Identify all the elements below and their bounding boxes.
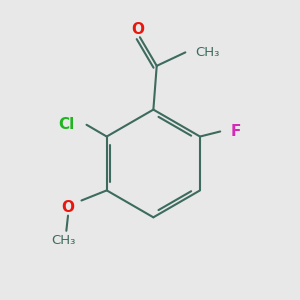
Text: O: O (132, 22, 145, 37)
Text: O: O (61, 200, 74, 215)
Text: CH₃: CH₃ (51, 234, 75, 248)
Text: CH₃: CH₃ (195, 46, 220, 59)
Text: F: F (230, 124, 241, 139)
Text: Cl: Cl (58, 117, 74, 132)
